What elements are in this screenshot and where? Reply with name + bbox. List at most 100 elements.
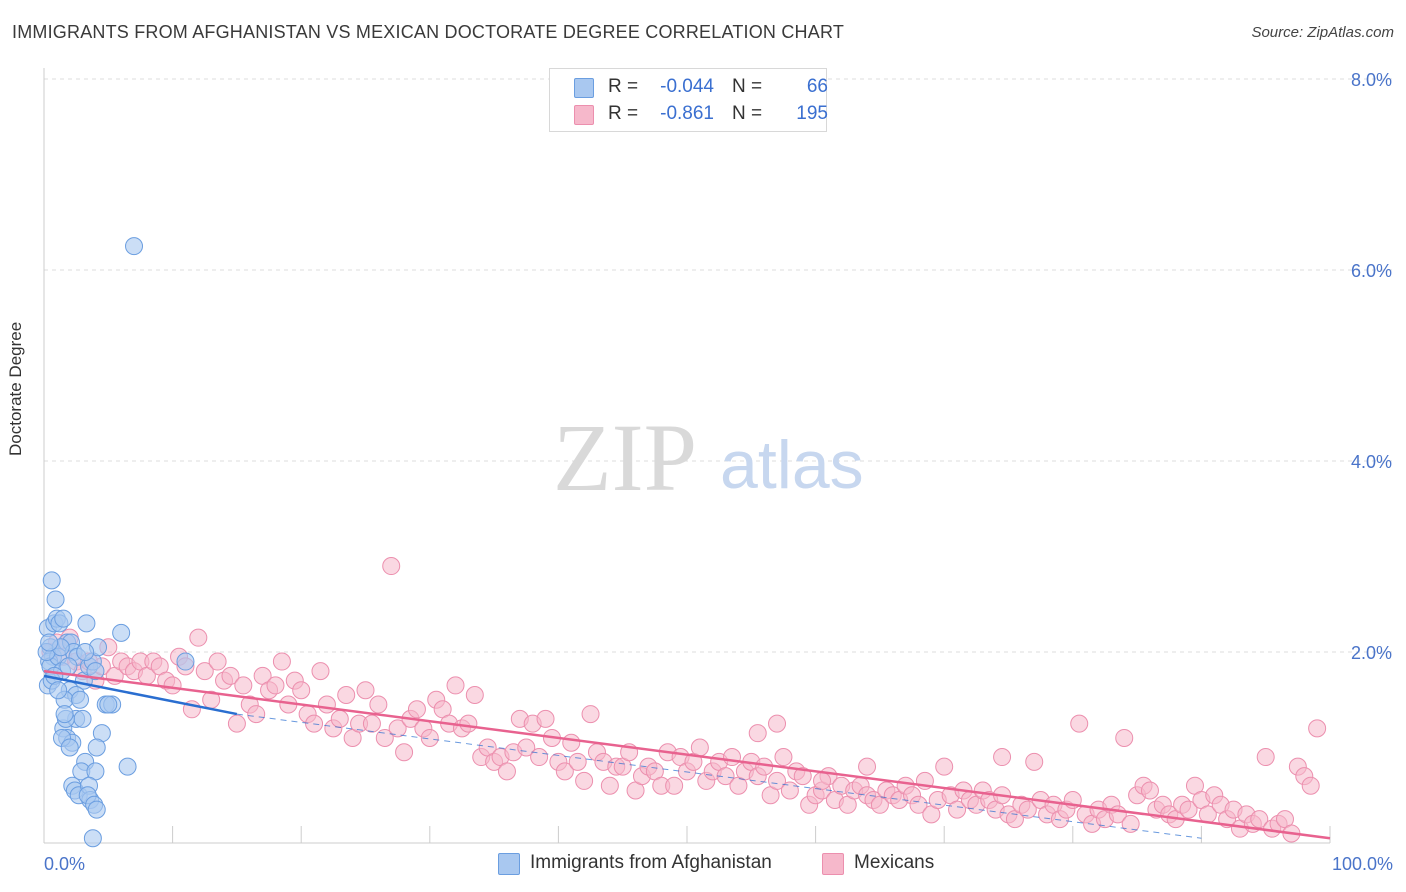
mexicans-point xyxy=(935,757,954,776)
mexicans-point xyxy=(272,652,291,671)
y-tick-label: 8.0% xyxy=(1351,70,1392,90)
mexicans-point xyxy=(189,628,208,647)
legend-swatch-mexicans xyxy=(574,105,594,125)
afghanistan-points xyxy=(37,237,195,848)
mexicans-point xyxy=(774,748,793,767)
legend-swatch-afghanistan xyxy=(574,78,594,98)
mexicans-point xyxy=(407,700,426,719)
y-tick-label: 2.0% xyxy=(1351,643,1392,663)
correlation-legend: R = -0.044 N = 66 R = -0.861 N = 195 xyxy=(549,68,828,132)
mexicans-point xyxy=(1115,728,1134,747)
mexicans-trend-line xyxy=(43,669,1331,840)
legend-n-label: N = xyxy=(732,103,763,124)
bottom-legend-swatch-mexicans xyxy=(822,853,844,875)
legend-r-value: -0.861 xyxy=(660,103,714,124)
afghanistan-point xyxy=(77,614,96,633)
watermark-zip: ZIP xyxy=(553,404,697,511)
mexicans-point xyxy=(388,719,407,738)
mexicans-point xyxy=(858,757,877,776)
mexicans-point xyxy=(247,705,266,724)
axes xyxy=(43,68,1331,844)
mexicans-point xyxy=(768,771,787,790)
afghanistan-point xyxy=(86,662,105,681)
mexicans-point xyxy=(993,748,1012,767)
chart-title: IMMIGRANTS FROM AFGHANISTAN VS MEXICAN D… xyxy=(12,22,845,42)
legend-r-value: -0.044 xyxy=(660,76,714,97)
bottom-legend-label-mexicans: Mexicans xyxy=(854,852,935,873)
legend-n-label: N = xyxy=(732,76,763,97)
afghanistan-point xyxy=(125,237,144,256)
mexicans-point xyxy=(1018,800,1037,819)
mexicans-point xyxy=(1179,800,1198,819)
mexicans-point xyxy=(748,724,767,743)
mexicans-point xyxy=(311,662,330,681)
afghanistan-point xyxy=(71,690,90,709)
afghanistan-point xyxy=(40,633,59,652)
mexicans-point xyxy=(266,676,285,695)
mexicans-point xyxy=(195,662,214,681)
afghanistan-point xyxy=(55,705,74,724)
afghanistan-point xyxy=(73,709,92,728)
trend-lines xyxy=(43,669,1331,840)
afghanistan-point xyxy=(54,609,73,628)
mexicans-point xyxy=(768,714,787,733)
legend-r-label: R = xyxy=(608,76,639,97)
source-label: Source: ZipAtlas.com xyxy=(1251,24,1394,41)
mexicans-point xyxy=(369,695,388,714)
grid-lines xyxy=(44,78,1392,653)
mexicans-point xyxy=(581,705,600,724)
afghanistan-point xyxy=(99,695,118,714)
mexicans-point xyxy=(356,681,375,700)
afghanistan-point xyxy=(60,738,79,757)
mexicans-point xyxy=(446,676,465,695)
mexicans-point xyxy=(555,762,574,781)
mexicans-point xyxy=(517,738,536,757)
legend-n-value: 66 xyxy=(806,76,828,97)
mexicans-point xyxy=(1070,714,1089,733)
mexicans-point xyxy=(793,767,812,786)
bottom-legend-swatch-afghanistan xyxy=(498,853,520,875)
mexicans-point xyxy=(1140,781,1159,800)
mexicans-point xyxy=(575,771,594,790)
mexicans-point xyxy=(317,695,336,714)
legend-r-label: R = xyxy=(608,103,639,124)
mexicans-point xyxy=(1250,810,1269,829)
mexicans-point xyxy=(382,557,401,576)
mexicans-points xyxy=(41,557,1327,843)
afghanistan-trend-extension xyxy=(236,713,1202,839)
mexicans-point xyxy=(221,666,240,685)
afghanistan-point xyxy=(42,571,61,590)
mexicans-point xyxy=(562,733,581,752)
mexicans-point xyxy=(234,676,253,695)
mexicans-point xyxy=(163,676,182,695)
mexicans-point xyxy=(568,752,587,771)
mexicans-point xyxy=(1256,748,1275,767)
mexicans-point xyxy=(395,743,414,762)
afghanistan-point xyxy=(118,757,137,776)
afghanistan-point xyxy=(49,681,68,700)
mexicans-point xyxy=(465,685,484,704)
afghanistan-point xyxy=(76,643,95,661)
mexicans-point xyxy=(362,714,381,733)
legend-n-value: 195 xyxy=(796,103,828,124)
mexicans-point xyxy=(909,795,928,814)
afghanistan-point xyxy=(112,623,131,642)
mexicans-point xyxy=(459,714,478,733)
mexicans-point xyxy=(208,652,227,671)
afghanistan-trend-line xyxy=(43,674,238,716)
mexicans-point xyxy=(375,728,394,747)
mexicans-point xyxy=(690,738,709,757)
mexicans-point xyxy=(292,681,311,700)
x-tick-label-max: 100.0% xyxy=(1332,854,1393,874)
y-tick-label: 6.0% xyxy=(1351,261,1392,281)
afghanistan-point xyxy=(83,829,102,848)
bottom-legend-label-afghanistan: Immigrants from Afghanistan xyxy=(530,852,772,873)
afghanistan-point xyxy=(46,590,65,609)
mexicans-point xyxy=(227,714,246,733)
mexicans-point xyxy=(665,776,684,795)
mexicans-point xyxy=(1301,776,1320,795)
mexicans-point xyxy=(330,709,349,728)
mexicans-point xyxy=(1025,752,1044,771)
afghanistan-point xyxy=(87,800,106,819)
